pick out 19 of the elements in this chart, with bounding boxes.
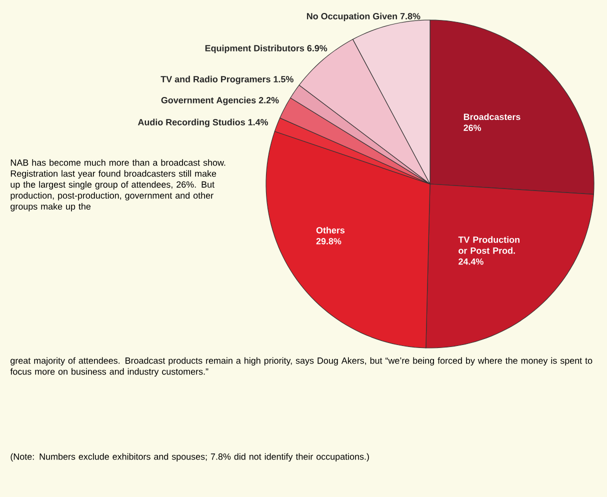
data-label: 7.8%: [400, 13, 420, 20]
data-label: 1.4%: [248, 119, 268, 126]
data-label: 29.8%: [316, 238, 342, 244]
data-label: 1.5%: [274, 76, 294, 82]
text: (Note: Numbers exclude exhibitors and spouses; 7.8% did not identify their occupations.): [10, 453, 369, 462]
text: NAB has become much more than a broadcast show. Registration last year found broadcasters still make up the largest single group of attendees, 26%. But production, post-production, government and other groups make up the: [10, 159, 226, 212]
text: great majority of attendees. Broadcast products remain a high priority, says Doug Akers, but “we’re being forced by where the money is spent to focus more on business and industry customers.”: [10, 357, 592, 377]
slice-label: TV and Radio Programers: [160, 76, 270, 84]
slice-label: Government Agencies: [161, 96, 256, 106]
data-label: 24.4%: [458, 258, 484, 265]
slice-label: Audio Recording Studios: [138, 118, 245, 128]
slice-label: Broadcasters: [464, 113, 520, 120]
slice-label: Others: [316, 226, 345, 234]
data-label: 6.9%: [307, 45, 328, 52]
slice-label: No Occupation Given: [306, 12, 397, 22]
slice-label: Equipment Distributors: [205, 44, 304, 54]
data-label: 26%: [464, 124, 482, 132]
slice-label: TV Production or Post Prod.: [458, 236, 520, 254]
data-label: 2.2%: [258, 97, 279, 104]
